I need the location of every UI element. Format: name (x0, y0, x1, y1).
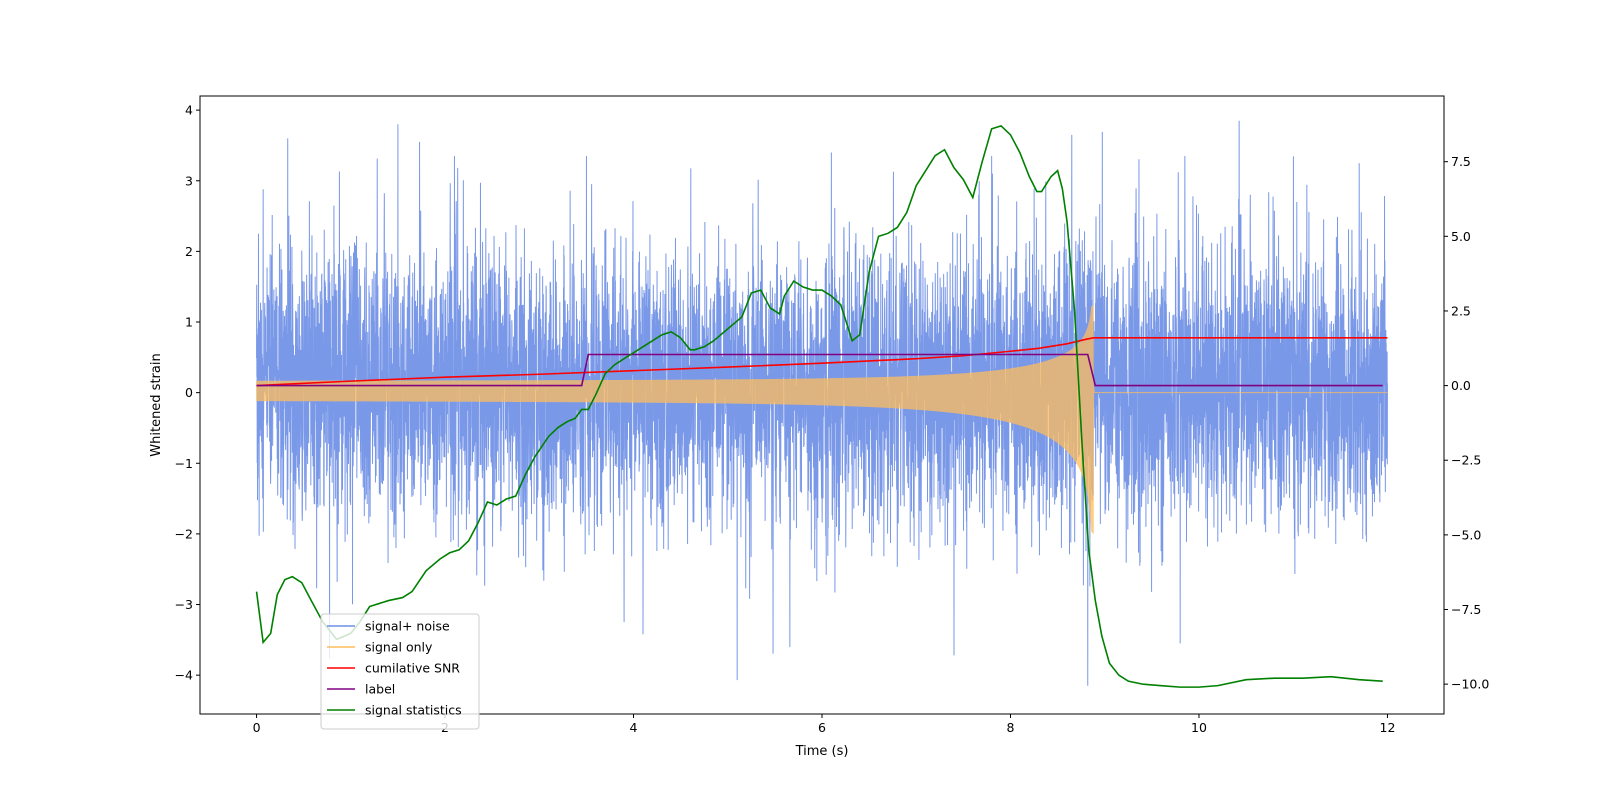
y-tick-label: 3 (185, 173, 193, 188)
legend-label: signal only (365, 640, 433, 655)
y2-tick-label: −5.0 (1451, 527, 1481, 542)
x-tick-label: 6 (818, 720, 826, 735)
y-tick-label: 0 (185, 385, 193, 400)
y-axis-left: −4 −3 −2 −1 0 1 2 3 4 (175, 103, 200, 683)
y-tick-label: −4 (175, 668, 193, 683)
x-tick-label: 12 (1380, 720, 1396, 735)
legend-label: label (365, 682, 395, 697)
y2-tick-label: −7.5 (1451, 602, 1481, 617)
y-tick-label: −2 (175, 526, 193, 541)
legend: signal+ noise signal only cumilative SNR la… (320, 613, 480, 730)
series-label-line (256, 353, 1383, 387)
legend-label: cumilative SNR (365, 661, 460, 676)
y2-tick-label: 7.5 (1451, 154, 1471, 169)
y2-tick-label: 5.0 (1451, 229, 1471, 244)
y-tick-label: 2 (185, 244, 193, 259)
series-signal-statistics-line (255, 124, 1383, 688)
series-signal-only-line (256, 305, 1388, 534)
x-tick-label: 0 (253, 720, 261, 735)
x-tick-label: 10 (1191, 720, 1207, 735)
y2-tick-label: −10.0 (1451, 677, 1489, 692)
y-tick-label: 4 (185, 103, 193, 118)
y-axis-right: −10.0 −7.5 −5.0 −2.5 0.0 2.5 5.0 7.5 (1444, 154, 1489, 692)
series-layer (255, 120, 1388, 688)
y2-tick-label: 2.5 (1451, 303, 1471, 318)
legend-label: signal+ noise (365, 619, 450, 634)
y2-tick-label: 0.0 (1451, 378, 1471, 393)
legend-label: signal statistics (365, 703, 462, 718)
legend-box (320, 613, 480, 730)
y-tick-label: −1 (175, 456, 193, 471)
x-axis-label: Time (s) (795, 744, 849, 759)
x-tick-label: 8 (1007, 720, 1015, 735)
series-cumulative-snr-line (256, 337, 1388, 387)
y-tick-label: 1 (185, 315, 193, 330)
y2-tick-label: −2.5 (1451, 453, 1481, 468)
x-tick-label: 4 (630, 720, 638, 735)
y-tick-label: −3 (175, 597, 193, 612)
y-axis-label: Whitened strain (149, 353, 164, 456)
